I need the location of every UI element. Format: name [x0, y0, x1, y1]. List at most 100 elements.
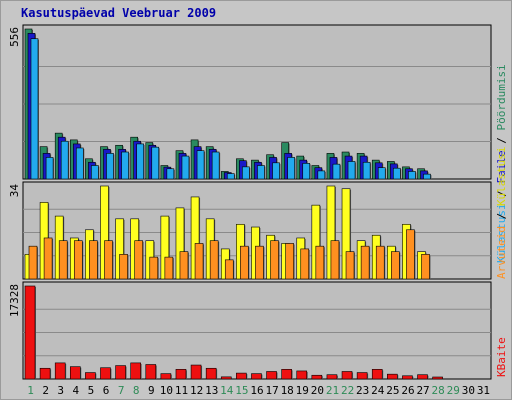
legend-entry-files: Faile [495, 150, 508, 183]
legend-entry-visits: Külastusi [495, 203, 508, 263]
x-tick-label-30: 30 [462, 384, 475, 397]
bar-hosts-day-9 [149, 256, 159, 280]
bar-hosts-day-3 [58, 240, 68, 280]
x-tick-label-27: 27 [416, 384, 429, 397]
x-tick-label-20: 20 [311, 384, 324, 397]
panel-hits-files-pages: 556 [8, 24, 492, 180]
bar-visits-day-24 [377, 167, 386, 180]
bar-hosts-day-12 [194, 243, 204, 280]
legend-separator: / [495, 206, 508, 226]
bar-visits-day-10 [166, 168, 175, 180]
y-max-label-hits-files-pages: 556 [8, 27, 21, 47]
bar-hosts-day-11 [179, 251, 189, 280]
bar-kbytes-day-2 [39, 367, 51, 380]
y-max-label-kbytes: 17328 [8, 284, 21, 317]
plot-area-hits-files-pages [22, 24, 492, 180]
bar-hosts-day-4 [73, 240, 83, 280]
bar-hosts-day-19 [300, 248, 310, 280]
bar-visits-day-13 [211, 151, 220, 180]
legend-separator: / [495, 184, 508, 204]
bar-visits-day-23 [362, 161, 371, 180]
bar-kbytes-day-12 [190, 364, 202, 380]
bar-visits-day-4 [75, 147, 84, 180]
plot-area-kbytes [22, 281, 492, 380]
bar-visits-day-12 [196, 150, 205, 180]
bar-kbytes-day-7 [115, 365, 126, 380]
bar-kbytes-day-23 [356, 372, 368, 380]
bar-hosts-day-1 [28, 245, 38, 280]
x-tick-label-13: 13 [205, 384, 218, 397]
bar-hosts-day-27 [421, 254, 430, 280]
bar-visits-day-2 [45, 157, 54, 180]
bar-hosts-day-5 [89, 240, 98, 280]
y-max-label-visits-hosts: 34 [8, 184, 21, 198]
legend-entry-visits2: Külastusi [495, 147, 508, 207]
x-axis: 1 2 3 4 5 6 7 8 9 10 11 12 13 14 15 16 17 18 19 20 21 22 23 24 2… [27, 384, 490, 397]
bar-hosts-day-10 [164, 256, 174, 280]
bar-kbytes-day-22 [341, 371, 353, 380]
x-tick-label-11: 11 [175, 384, 188, 397]
bar-kbytes-day-15 [236, 372, 247, 380]
legend-hosts-visits2: Arvuteid / Külastusi [495, 147, 508, 279]
bar-visits-day-27 [423, 173, 431, 180]
bar-kbytes-day-26 [402, 375, 413, 380]
bar-visits-day-16 [257, 165, 265, 180]
bar-visits-day-22 [347, 161, 356, 180]
bar-visits-day-1 [30, 38, 39, 180]
bar-visits-day-14 [226, 173, 235, 180]
x-tick-label-2: 2 [42, 384, 49, 397]
x-tick-label-28: 28 [432, 384, 445, 397]
x-tick-label-3: 3 [57, 384, 64, 397]
bar-hosts-day-6 [104, 240, 113, 280]
bar-hosts-day-8 [134, 240, 143, 280]
legend-group: Külastusi / Faile / Pöördumisi Arvuteid /… [495, 64, 508, 377]
x-tick-label-21: 21 [326, 384, 339, 397]
bar-kbytes-day-25 [387, 373, 398, 380]
bar-kbytes-day-21 [326, 374, 338, 380]
legend-entry-kbytes: KBaite [495, 337, 508, 377]
bar-hosts-day-20 [315, 245, 325, 280]
bar-kbytes-day-11 [175, 369, 187, 380]
bar-hosts-day-18 [285, 243, 294, 280]
x-tick-label-22: 22 [341, 384, 354, 397]
bar-kbytes-day-20 [311, 374, 323, 380]
x-tick-label-8: 8 [133, 384, 140, 397]
bar-kbytes-day-27 [417, 374, 428, 380]
chart-panels: 556 34 17328 [8, 24, 492, 380]
bar-kbytes-day-16 [251, 373, 262, 380]
x-tick-label-23: 23 [356, 384, 369, 397]
bar-visits-day-20 [317, 170, 326, 180]
bar-visits-day-26 [408, 171, 416, 180]
bar-kbytes-day-10 [160, 373, 172, 380]
bar-visits-day-9 [151, 146, 160, 180]
panel-visits-hosts: 34 [8, 181, 492, 280]
panel-kbytes: 17328 [8, 281, 492, 380]
bar-hosts-day-24 [375, 245, 385, 280]
x-tick-label-31: 31 [477, 384, 490, 397]
legend-entry-hosts: Arvuteid [495, 226, 508, 279]
bar-visits-day-7 [121, 151, 129, 180]
x-tick-label-17: 17 [265, 384, 278, 397]
bar-kbytes-day-8 [130, 362, 141, 380]
bar-visits-day-21 [332, 163, 341, 180]
bar-hosts-day-21 [330, 240, 340, 280]
x-tick-label-26: 26 [401, 384, 414, 397]
x-tick-label-6: 6 [103, 384, 110, 397]
x-tick-label-18: 18 [281, 384, 294, 397]
x-tick-label-4: 4 [73, 384, 80, 397]
x-tick-label-1: 1 [27, 384, 34, 397]
bar-kbytes-day-5 [85, 372, 96, 380]
bar-visits-day-8 [136, 143, 144, 180]
bar-visits-day-5 [91, 165, 99, 180]
bar-kbytes-day-3 [54, 362, 66, 380]
bar-hosts-day-22 [345, 251, 355, 280]
bar-visits-day-15 [242, 166, 250, 180]
bar-kbytes-day-13 [205, 367, 217, 380]
x-tick-label-10: 10 [160, 384, 173, 397]
x-tick-label-7: 7 [118, 384, 125, 397]
x-tick-label-16: 16 [250, 384, 263, 397]
legend-entry-pages: Pöördumisi [495, 64, 508, 130]
bar-visits-day-11 [181, 155, 190, 180]
bar-visits-day-17 [272, 162, 280, 180]
